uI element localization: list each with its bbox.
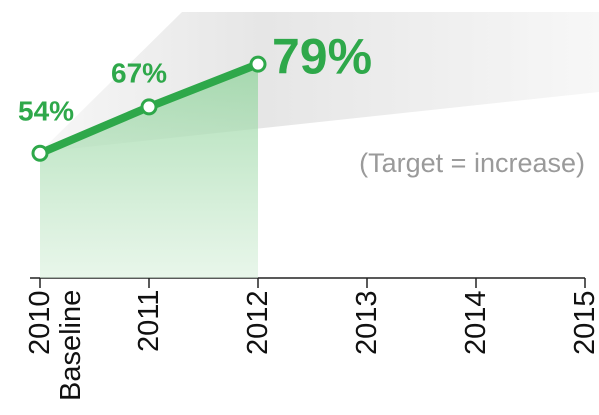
x-tick-label: 2014 xyxy=(459,290,492,355)
point xyxy=(140,98,158,116)
x-tick-label: 2011 xyxy=(132,290,165,353)
point xyxy=(31,144,49,162)
x-tick-label: 2012 xyxy=(241,290,274,355)
value-label: 79% xyxy=(272,28,372,84)
value-label: 54% xyxy=(18,96,74,127)
x-tick-label: 2010 Baseline xyxy=(23,290,87,402)
value-label: 67% xyxy=(111,57,167,88)
annotation: (Target = increase) xyxy=(359,148,585,178)
x-tick-label: 2013 xyxy=(350,290,383,355)
x-tick-label: 2015 xyxy=(568,290,599,355)
area xyxy=(40,64,258,279)
point xyxy=(249,55,267,73)
